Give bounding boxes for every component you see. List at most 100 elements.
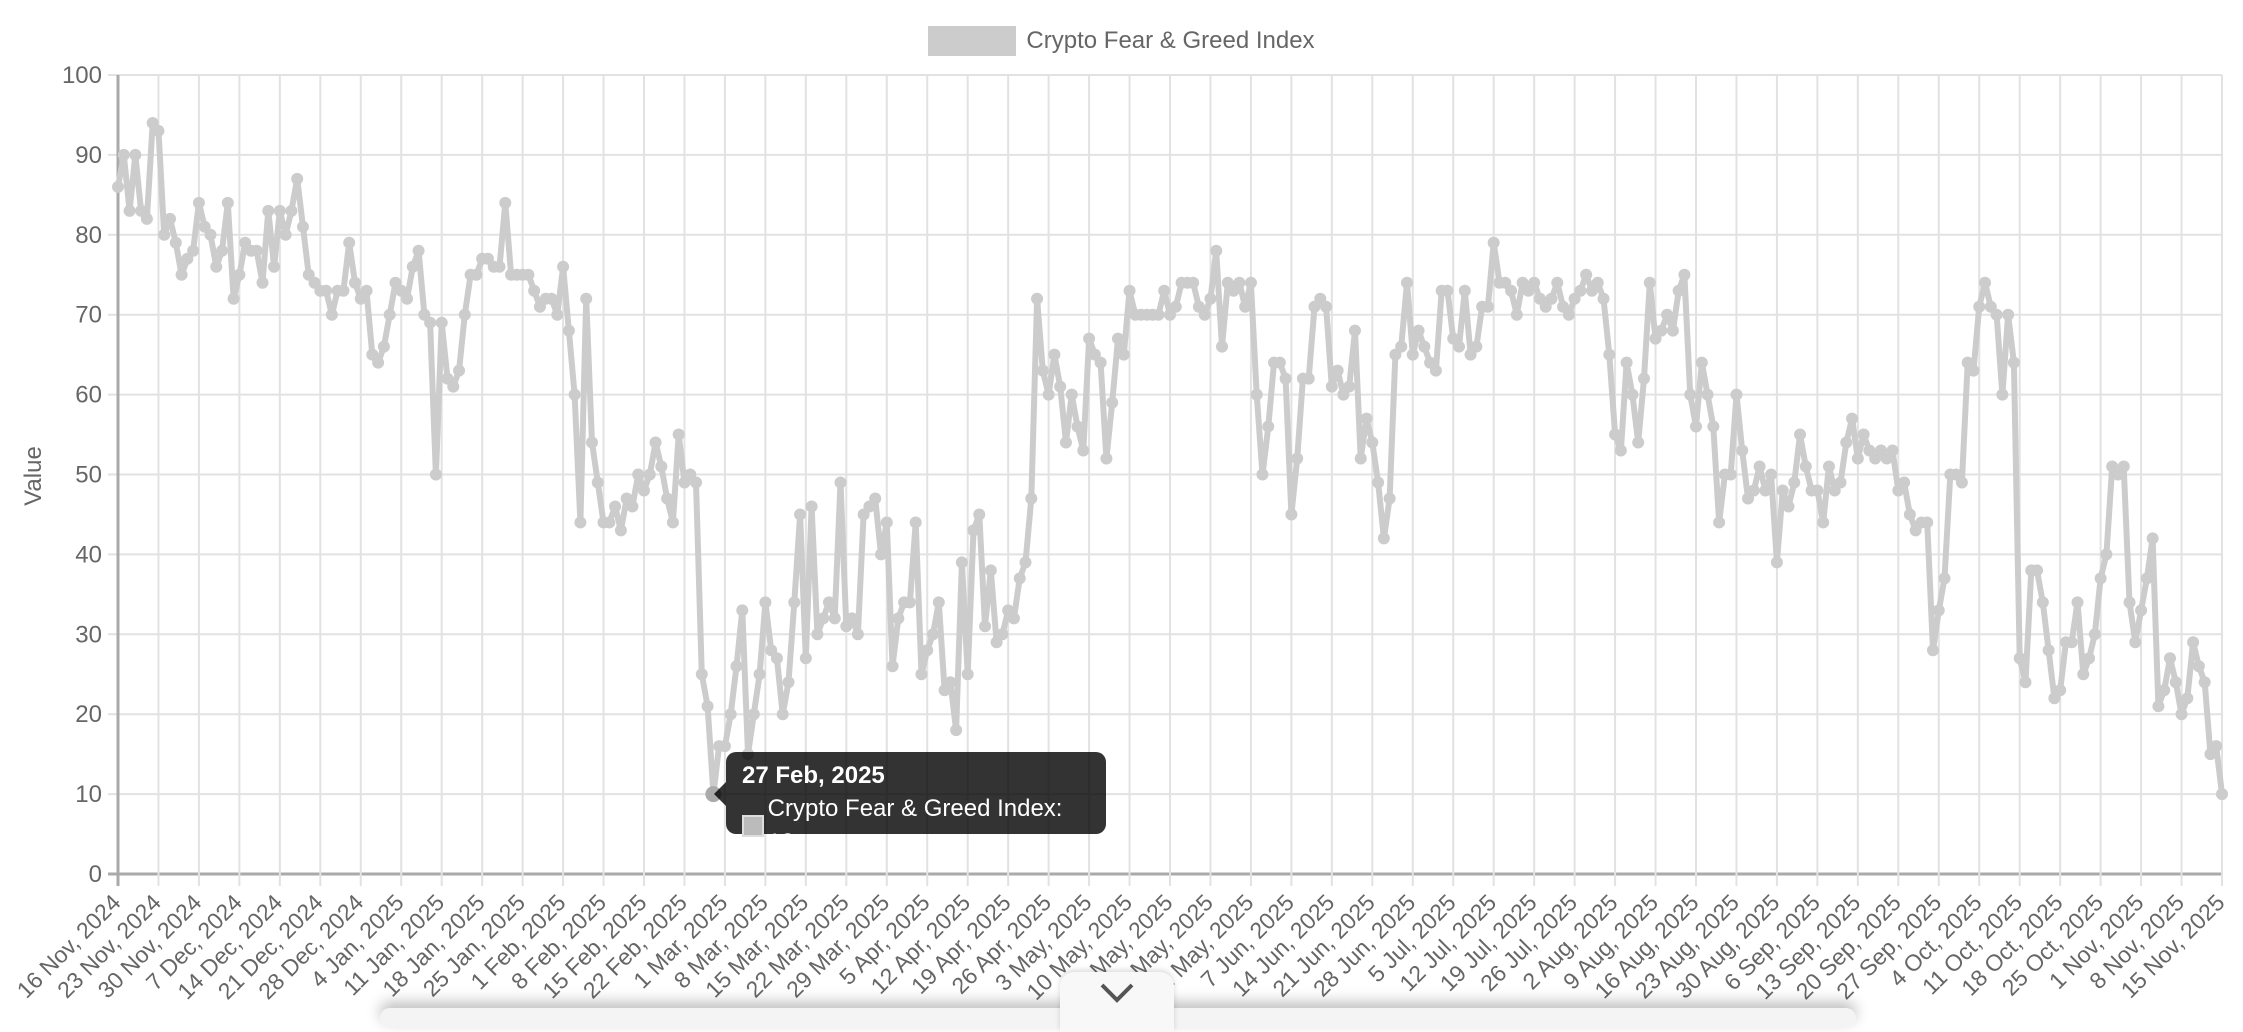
data-point bbox=[869, 492, 882, 505]
data-point bbox=[2042, 644, 2055, 657]
data-point bbox=[1770, 556, 1783, 569]
data-point bbox=[880, 516, 893, 529]
data-point bbox=[996, 628, 1009, 641]
data-point bbox=[1707, 420, 1720, 433]
data-point bbox=[1048, 348, 1061, 361]
data-point bbox=[574, 516, 587, 529]
data-point bbox=[1505, 284, 1518, 297]
data-point bbox=[1239, 300, 1252, 313]
data-point bbox=[1279, 372, 1292, 385]
data-point bbox=[1123, 284, 1136, 297]
tooltip-swatch bbox=[742, 815, 764, 837]
data-point bbox=[2094, 572, 2107, 585]
data-point bbox=[458, 308, 471, 321]
data-point bbox=[1331, 364, 1344, 377]
data-point bbox=[736, 604, 749, 617]
data-point bbox=[1031, 292, 1044, 305]
data-point bbox=[979, 620, 992, 633]
data-point bbox=[2013, 652, 2026, 665]
y-tick-label: 30 bbox=[75, 621, 102, 648]
data-point bbox=[268, 260, 281, 273]
data-point bbox=[1198, 308, 1211, 321]
data-point bbox=[187, 244, 200, 257]
data-point bbox=[204, 228, 217, 241]
data-point bbox=[1441, 284, 1454, 297]
data-point bbox=[776, 708, 789, 721]
data-point bbox=[2146, 532, 2159, 545]
data-point bbox=[886, 660, 899, 673]
data-point bbox=[1672, 284, 1685, 297]
data-point bbox=[1111, 332, 1124, 345]
data-point bbox=[1903, 508, 1916, 521]
data-point bbox=[2187, 636, 2200, 649]
data-point bbox=[1094, 356, 1107, 369]
data-point bbox=[1996, 388, 2009, 401]
data-point bbox=[2140, 572, 2153, 585]
data-point bbox=[1117, 348, 1130, 361]
data-point bbox=[1054, 380, 1067, 393]
data-point bbox=[1262, 420, 1275, 433]
data-point bbox=[2117, 460, 2130, 473]
data-point bbox=[1083, 332, 1096, 345]
data-point bbox=[1256, 468, 1269, 481]
data-point bbox=[1926, 644, 1939, 657]
data-point bbox=[2054, 684, 2067, 697]
data-point bbox=[129, 148, 142, 161]
data-point bbox=[2158, 684, 2171, 697]
data-point bbox=[1302, 372, 1315, 385]
data-point bbox=[1233, 276, 1246, 289]
data-point bbox=[1684, 388, 1697, 401]
data-point bbox=[499, 196, 512, 209]
y-tick-label: 90 bbox=[75, 142, 102, 169]
data-point bbox=[1019, 556, 1032, 569]
data-point bbox=[672, 428, 685, 441]
data-point bbox=[1325, 380, 1338, 393]
data-point bbox=[1059, 436, 1072, 449]
data-point bbox=[1701, 388, 1714, 401]
data-point bbox=[2088, 628, 2101, 641]
data-point bbox=[2100, 548, 2113, 561]
data-point bbox=[1765, 468, 1778, 481]
y-tick-label: 10 bbox=[75, 781, 102, 808]
data-point bbox=[1429, 364, 1442, 377]
data-point bbox=[984, 564, 997, 577]
data-point bbox=[1065, 388, 1078, 401]
data-point bbox=[1204, 292, 1217, 305]
y-tick-label: 0 bbox=[89, 861, 102, 888]
data-point bbox=[1921, 516, 1934, 529]
data-point bbox=[1013, 572, 1026, 585]
data-point bbox=[1412, 324, 1425, 337]
data-point bbox=[655, 460, 668, 473]
data-point bbox=[1042, 388, 1055, 401]
grid bbox=[108, 74, 2223, 886]
data-point bbox=[1291, 452, 1304, 465]
data-point bbox=[1736, 444, 1749, 457]
data-point bbox=[1776, 484, 1789, 497]
data-point bbox=[412, 244, 425, 257]
data-point bbox=[1846, 412, 1859, 425]
data-point bbox=[1158, 284, 1171, 297]
data-point bbox=[1597, 292, 1610, 305]
expand-panel-button[interactable] bbox=[1060, 972, 1174, 1032]
data-point bbox=[770, 652, 783, 665]
data-point bbox=[1637, 372, 1650, 385]
data-point bbox=[2135, 604, 2148, 617]
data-point bbox=[909, 516, 922, 529]
data-point bbox=[1169, 300, 1182, 313]
data-point bbox=[383, 308, 396, 321]
legend[interactable]: Crypto Fear & Greed Index bbox=[0, 26, 2243, 56]
data-point bbox=[643, 468, 656, 481]
data-point bbox=[164, 212, 177, 225]
data-point bbox=[1551, 276, 1564, 289]
data-point bbox=[753, 668, 766, 681]
data-point bbox=[1545, 292, 1558, 305]
data-point bbox=[2163, 652, 2176, 665]
data-point bbox=[1320, 300, 1333, 313]
data-point bbox=[2175, 708, 2188, 721]
data-point bbox=[216, 244, 229, 257]
data-point bbox=[2123, 596, 2136, 609]
data-point bbox=[256, 276, 269, 289]
data-point bbox=[1851, 452, 1864, 465]
data-point bbox=[1210, 244, 1223, 257]
